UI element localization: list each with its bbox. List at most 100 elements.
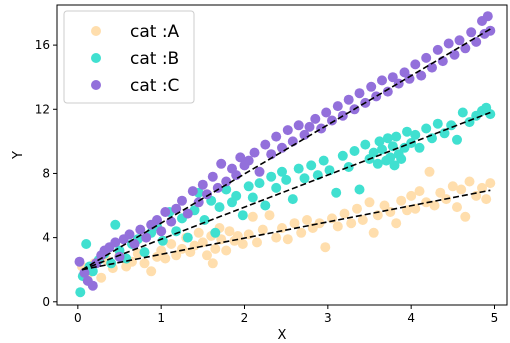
scatter-point: [310, 113, 321, 124]
scatter-point: [332, 221, 343, 232]
scatter-point: [377, 75, 387, 86]
scatter-point: [410, 203, 421, 214]
y-axis-label: Y: [11, 151, 26, 160]
scatter-point: [237, 239, 248, 249]
scatter-point: [96, 272, 107, 283]
scatter-point: [235, 152, 246, 163]
scatter-point: [74, 256, 85, 267]
scatter-point: [421, 123, 432, 134]
scatter-point: [243, 155, 254, 166]
scatter-point: [75, 287, 86, 298]
scatter-point: [368, 147, 379, 158]
scatter-point: [332, 101, 343, 112]
scatter-point: [471, 36, 482, 47]
scatter-point: [314, 218, 325, 229]
scatter-point: [182, 232, 193, 243]
x-tick-label: 0: [74, 311, 82, 325]
scatter-point: [243, 181, 254, 192]
legend-marker-cat-c: [91, 80, 101, 90]
scatter-point: [141, 232, 152, 243]
scatter-point: [160, 253, 171, 264]
scatter-point: [368, 227, 379, 238]
scatter-point: [110, 237, 121, 248]
scatter-point: [435, 187, 446, 198]
scatter-point: [360, 139, 371, 150]
scatter-point: [231, 190, 242, 201]
scatter-point: [364, 197, 375, 208]
scatter-point: [457, 107, 468, 118]
scatter-point: [177, 195, 187, 206]
scatter-point: [299, 173, 310, 184]
scatter-point: [427, 133, 437, 144]
scatter-point: [271, 232, 282, 243]
legend-marker-cat-a: [91, 26, 101, 36]
scatter-point: [410, 59, 421, 70]
scatter-point: [382, 133, 393, 144]
scatter-point: [349, 146, 360, 156]
scatter-point: [389, 160, 400, 171]
scatter-point: [324, 165, 335, 176]
scatter-point: [129, 239, 140, 249]
scatter-point: [139, 247, 150, 258]
scatter-point: [266, 171, 277, 182]
scatter-point: [382, 86, 393, 97]
scatter-point: [197, 237, 208, 248]
scatter-point: [396, 154, 407, 164]
scatter-point: [421, 197, 432, 208]
y-tick-label: 4: [42, 231, 50, 245]
scatter-point: [260, 200, 271, 211]
scatter-point: [254, 178, 265, 189]
scatter-point: [302, 215, 312, 225]
y-axis-ticks: 0 4 8 12 16: [35, 38, 57, 309]
scatter-point: [339, 208, 350, 219]
scatter-point: [79, 267, 90, 278]
scatter-point: [391, 218, 402, 229]
scatter-point: [171, 226, 182, 237]
series-cat-c: [74, 11, 496, 291]
scatter-point: [485, 109, 496, 120]
scatter-point: [247, 192, 258, 203]
scatter-point: [124, 229, 135, 240]
scatter-point: [427, 62, 437, 73]
scatter-point: [402, 126, 412, 137]
scatter-point: [460, 43, 471, 54]
scatter-point: [87, 266, 98, 277]
scatter-point: [237, 210, 248, 221]
scatter-point: [207, 171, 218, 182]
x-axis-label: X: [278, 328, 287, 343]
scatter-point: [202, 250, 212, 261]
scatter-point: [166, 216, 177, 227]
y-tick-label: 0: [42, 295, 50, 309]
scatter-point: [182, 208, 193, 219]
scatter-point: [452, 134, 462, 145]
scatter-point: [464, 176, 475, 187]
scatter-point: [152, 215, 162, 225]
scatter-point: [264, 210, 275, 221]
scatter-point: [379, 200, 390, 211]
scatter-point: [316, 123, 327, 134]
y-tick-label: 8: [42, 166, 50, 180]
scatter-point: [414, 186, 425, 197]
scatter-point: [482, 11, 493, 22]
scatter-point: [406, 190, 417, 201]
scatter-point: [304, 121, 315, 132]
scatter-point: [404, 73, 415, 84]
scatter-point: [443, 38, 454, 49]
scatter-point: [114, 251, 125, 262]
legend: cat :A cat :B cat :C: [63, 10, 195, 104]
scatter-point: [139, 258, 150, 269]
plot-frame: [56, 4, 508, 306]
scatter-point: [254, 166, 265, 177]
scatter-point: [337, 150, 348, 161]
scatter-point: [210, 227, 221, 238]
scatter-point: [366, 81, 377, 92]
scatter-point: [447, 181, 458, 192]
scatter-point: [260, 139, 271, 150]
scatter-point: [232, 231, 243, 241]
trend-line-cat-a: [81, 189, 491, 271]
scatter-point: [252, 237, 262, 248]
scatter-point: [421, 52, 432, 63]
scatter-point: [357, 215, 368, 225]
scatter-point: [277, 166, 287, 177]
scatter-point: [452, 202, 462, 213]
